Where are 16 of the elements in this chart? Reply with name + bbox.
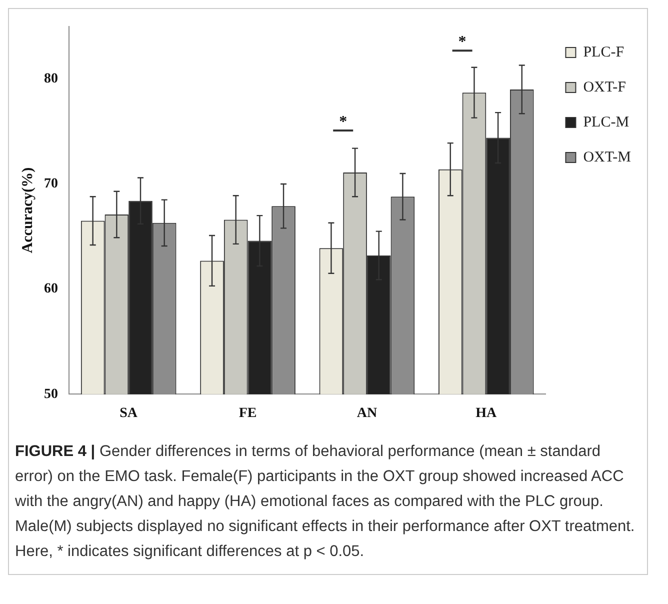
y-tick-label: 80: [44, 72, 58, 87]
legend-label: PLC-M: [583, 114, 630, 130]
y-tick-label: 50: [44, 386, 58, 402]
x-tick-label: AN: [356, 406, 378, 422]
x-tick-label: FE: [238, 406, 257, 422]
x-tick-label: SA: [120, 406, 138, 422]
annotation: *: [339, 113, 348, 130]
y-tick-label: 70: [44, 176, 58, 192]
legend-label: OXT-M: [583, 149, 632, 166]
caption: FIGURE 4 | Gender differences in terms of behavioral performance (mean ± standard error) on the EMO task. Female(F) participants in the OXT group showed increased ACC with the angry(AN) and happy (HA) emotional faces as compared with the PLC group. Male(M) subjects displayed no significant effects in their performance after OXT treatment. Here, * indicates significant differences at p < 0.05.: [15, 443, 635, 560]
annotation: *: [458, 34, 466, 51]
x-tick-label: HA: [476, 406, 498, 422]
legend-label: PLC-F: [583, 44, 624, 60]
y-tick-label: 60: [44, 282, 58, 297]
y-axis-title: Accuracy(%): [20, 167, 36, 254]
legend-label: OXT-F: [583, 79, 626, 96]
